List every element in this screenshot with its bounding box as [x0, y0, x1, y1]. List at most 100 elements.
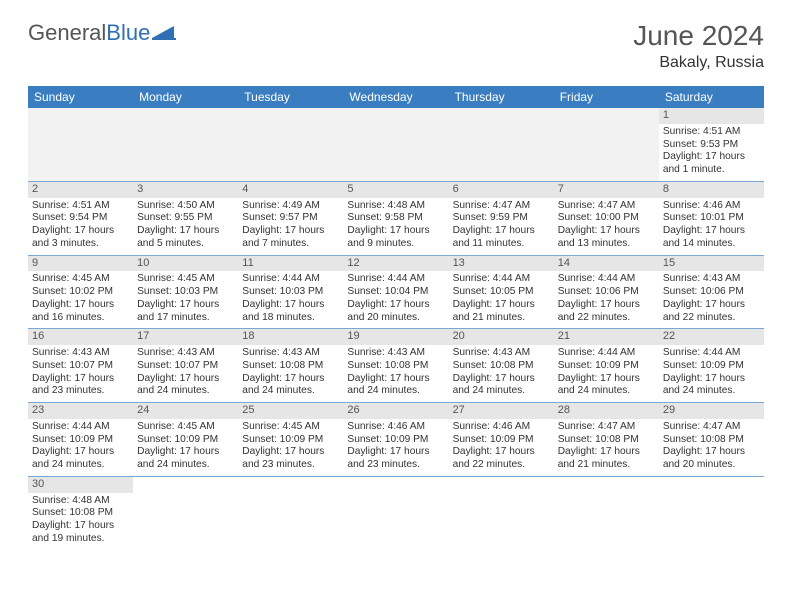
calendar-cell: [238, 108, 343, 181]
cell-text: Daylight: 17 hours: [558, 446, 655, 459]
calendar-cell: 24Sunrise: 4:45 AMSunset: 10:09 PMDaylig…: [133, 403, 238, 477]
calendar-cell: 3Sunrise: 4:50 AMSunset: 9:55 PMDaylight…: [133, 181, 238, 255]
cell-text: Sunrise: 4:45 AM: [137, 273, 234, 286]
day-header-row: Sunday Monday Tuesday Wednesday Thursday…: [28, 86, 764, 108]
cell-text: Daylight: 17 hours: [32, 225, 129, 238]
cell-text: Sunset: 10:09 PM: [663, 360, 760, 373]
cell-text: Daylight: 17 hours: [663, 299, 760, 312]
day-number: 20: [449, 329, 554, 345]
logo-text-2: Blue: [106, 20, 150, 46]
day-header: Friday: [554, 86, 659, 108]
cell-text: Daylight: 17 hours: [242, 446, 339, 459]
cell-text: Sunrise: 4:46 AM: [453, 421, 550, 434]
calendar-body: 1Sunrise: 4:51 AMSunset: 9:53 PMDaylight…: [28, 108, 764, 550]
calendar-row: 16Sunrise: 4:43 AMSunset: 10:07 PMDaylig…: [28, 329, 764, 403]
cell-text: Daylight: 17 hours: [453, 446, 550, 459]
cell-text: and 24 minutes.: [137, 385, 234, 398]
cell-text: and 24 minutes.: [347, 385, 444, 398]
day-header: Saturday: [659, 86, 764, 108]
cell-text: Sunset: 9:58 PM: [347, 212, 444, 225]
cell-text: Sunrise: 4:44 AM: [558, 347, 655, 360]
calendar-cell: 2Sunrise: 4:51 AMSunset: 9:54 PMDaylight…: [28, 181, 133, 255]
cell-text: Sunset: 10:07 PM: [137, 360, 234, 373]
calendar-row: 23Sunrise: 4:44 AMSunset: 10:09 PMDaylig…: [28, 403, 764, 477]
day-number: 15: [659, 256, 764, 272]
calendar-cell: 15Sunrise: 4:43 AMSunset: 10:06 PMDaylig…: [659, 255, 764, 329]
cell-text: Sunset: 10:03 PM: [242, 286, 339, 299]
cell-text: and 19 minutes.: [32, 533, 129, 546]
cell-text: Sunset: 10:04 PM: [347, 286, 444, 299]
cell-text: Sunrise: 4:43 AM: [663, 273, 760, 286]
day-number: 23: [28, 403, 133, 419]
cell-text: Sunset: 10:08 PM: [453, 360, 550, 373]
cell-text: Sunset: 10:03 PM: [137, 286, 234, 299]
cell-text: Sunrise: 4:44 AM: [453, 273, 550, 286]
cell-text: and 16 minutes.: [32, 312, 129, 325]
calendar-cell: 7Sunrise: 4:47 AMSunset: 10:00 PMDayligh…: [554, 181, 659, 255]
day-header: Wednesday: [343, 86, 448, 108]
cell-text: and 7 minutes.: [242, 238, 339, 251]
calendar-cell: 4Sunrise: 4:49 AMSunset: 9:57 PMDaylight…: [238, 181, 343, 255]
day-number: 2: [28, 182, 133, 198]
cell-text: and 5 minutes.: [137, 238, 234, 251]
cell-text: Sunrise: 4:44 AM: [558, 273, 655, 286]
cell-text: Daylight: 17 hours: [137, 446, 234, 459]
cell-text: Sunrise: 4:44 AM: [347, 273, 444, 286]
calendar-cell: 9Sunrise: 4:45 AMSunset: 10:02 PMDayligh…: [28, 255, 133, 329]
calendar-cell: 1Sunrise: 4:51 AMSunset: 9:53 PMDaylight…: [659, 108, 764, 181]
calendar-row: 2Sunrise: 4:51 AMSunset: 9:54 PMDaylight…: [28, 181, 764, 255]
cell-text: Sunrise: 4:45 AM: [32, 273, 129, 286]
cell-text: Sunset: 10:09 PM: [32, 434, 129, 447]
logo-text-1: General: [28, 20, 106, 46]
calendar-cell: 26Sunrise: 4:46 AMSunset: 10:09 PMDaylig…: [343, 403, 448, 477]
day-number: 26: [343, 403, 448, 419]
cell-text: Sunset: 10:09 PM: [347, 434, 444, 447]
day-number: 8: [659, 182, 764, 198]
day-number: 21: [554, 329, 659, 345]
cell-text: and 24 minutes.: [453, 385, 550, 398]
cell-text: Sunset: 10:08 PM: [32, 507, 129, 520]
calendar-cell: [28, 108, 133, 181]
cell-text: Daylight: 17 hours: [242, 299, 339, 312]
title-block: June 2024 Bakaly, Russia: [633, 20, 764, 72]
cell-text: Sunset: 9:55 PM: [137, 212, 234, 225]
cell-text: and 1 minute.: [663, 164, 760, 177]
day-number: 27: [449, 403, 554, 419]
cell-text: Daylight: 17 hours: [32, 373, 129, 386]
calendar-cell: 19Sunrise: 4:43 AMSunset: 10:08 PMDaylig…: [343, 329, 448, 403]
day-number: 19: [343, 329, 448, 345]
cell-text: and 3 minutes.: [32, 238, 129, 251]
cell-text: Daylight: 17 hours: [558, 225, 655, 238]
cell-text: and 24 minutes.: [137, 459, 234, 472]
cell-text: Sunrise: 4:44 AM: [32, 421, 129, 434]
month-title: June 2024: [633, 20, 764, 52]
cell-text: Sunrise: 4:46 AM: [347, 421, 444, 434]
calendar-cell: 27Sunrise: 4:46 AMSunset: 10:09 PMDaylig…: [449, 403, 554, 477]
cell-text: Sunrise: 4:43 AM: [242, 347, 339, 360]
cell-text: and 22 minutes.: [558, 312, 655, 325]
day-number: 29: [659, 403, 764, 419]
cell-text: Sunset: 10:08 PM: [663, 434, 760, 447]
cell-text: Daylight: 17 hours: [347, 225, 444, 238]
day-number: 9: [28, 256, 133, 272]
day-number: 3: [133, 182, 238, 198]
cell-text: Daylight: 17 hours: [663, 151, 760, 164]
calendar-row: 1Sunrise: 4:51 AMSunset: 9:53 PMDaylight…: [28, 108, 764, 181]
day-number: 14: [554, 256, 659, 272]
cell-text: Sunrise: 4:51 AM: [32, 200, 129, 213]
cell-text: Sunrise: 4:43 AM: [453, 347, 550, 360]
day-number: 13: [449, 256, 554, 272]
calendar-cell: 18Sunrise: 4:43 AMSunset: 10:08 PMDaylig…: [238, 329, 343, 403]
cell-text: and 22 minutes.: [663, 312, 760, 325]
cell-text: and 24 minutes.: [32, 459, 129, 472]
day-number: 6: [449, 182, 554, 198]
calendar-cell: 6Sunrise: 4:47 AMSunset: 9:59 PMDaylight…: [449, 181, 554, 255]
day-number: 1: [659, 108, 764, 124]
day-header: Monday: [133, 86, 238, 108]
calendar-cell: [659, 476, 764, 549]
calendar-cell: 14Sunrise: 4:44 AMSunset: 10:06 PMDaylig…: [554, 255, 659, 329]
cell-text: Sunrise: 4:48 AM: [32, 495, 129, 508]
cell-text: Daylight: 17 hours: [137, 299, 234, 312]
cell-text: and 18 minutes.: [242, 312, 339, 325]
calendar-cell: 22Sunrise: 4:44 AMSunset: 10:09 PMDaylig…: [659, 329, 764, 403]
